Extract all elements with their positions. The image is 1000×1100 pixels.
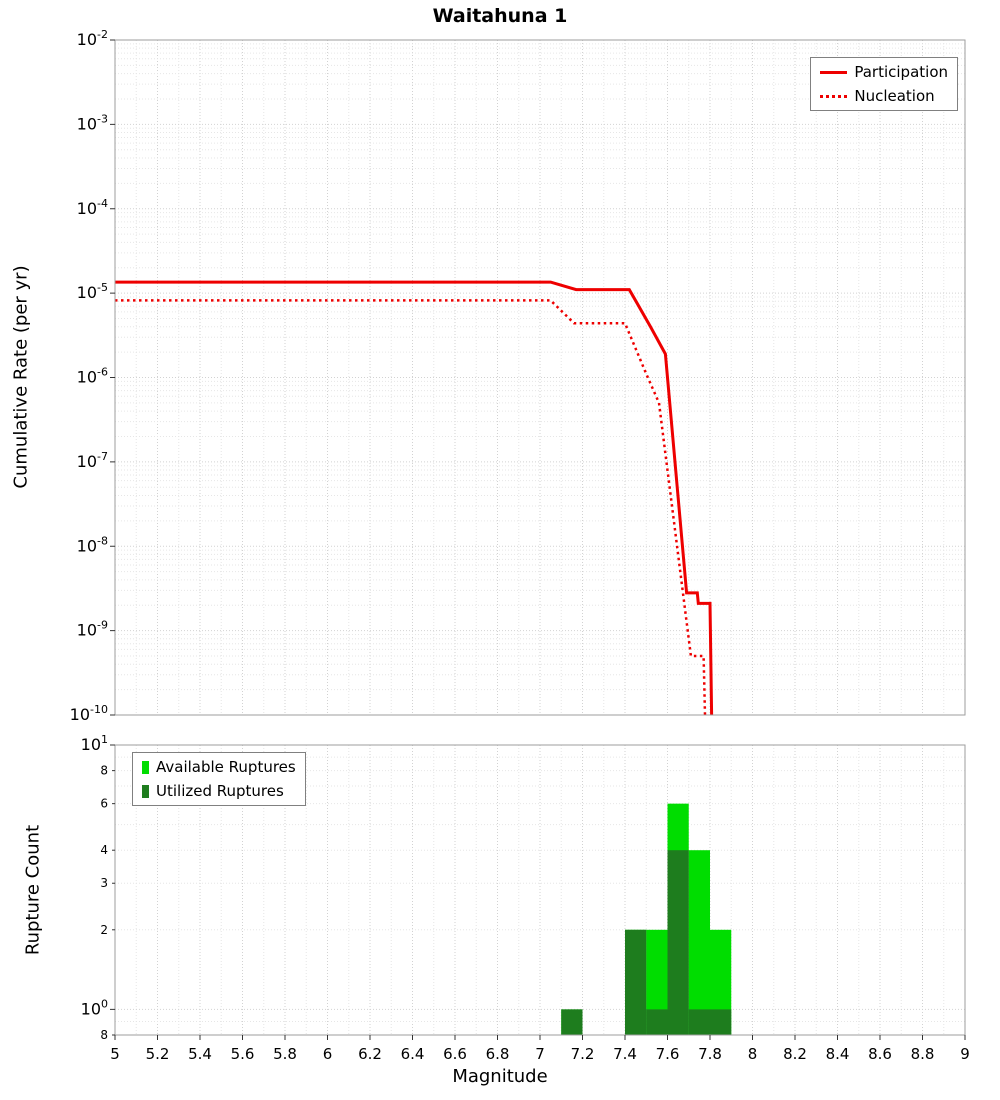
x-tick-label-8.6: 8.6 bbox=[868, 1045, 892, 1063]
participation-line bbox=[115, 280, 714, 715]
x-tick-label-7.6: 7.6 bbox=[656, 1045, 680, 1063]
bottom-y-tick-label-1: 100 bbox=[81, 997, 108, 1018]
legend-item-utilized-ruptures: Utilized Ruptures bbox=[142, 782, 296, 800]
legend-item-nucleation: Nucleation bbox=[820, 87, 948, 105]
x-tick-label-7.4: 7.4 bbox=[613, 1045, 637, 1063]
utilized-bar-7.65 bbox=[667, 850, 689, 1035]
nucleation-line bbox=[115, 299, 707, 715]
legend-item-participation: Participation bbox=[820, 63, 948, 81]
x-tick-label-5.8: 5.8 bbox=[273, 1045, 297, 1063]
bottom-y-axis-label: Rupture Count bbox=[22, 824, 44, 956]
available-bar-7.85 bbox=[710, 929, 732, 1035]
bottom-legend: Available Ruptures Utilized Ruptures bbox=[132, 752, 306, 806]
x-tick-label-6.4: 6.4 bbox=[401, 1045, 425, 1063]
nucleation-legend-label: Nucleation bbox=[854, 87, 935, 105]
bottom-y-tick-label-8: 8 bbox=[100, 764, 108, 778]
utilized-ruptures-legend-label: Utilized Ruptures bbox=[156, 782, 284, 800]
top-y-tick-label-1e-8: 10-8 bbox=[77, 534, 108, 555]
available-ruptures-swatch bbox=[142, 760, 149, 774]
bottom-y-tick-label-10: 101 bbox=[81, 733, 108, 754]
x-tick-label-6.8: 6.8 bbox=[486, 1045, 510, 1063]
x-tick-label-6.6: 6.6 bbox=[443, 1045, 467, 1063]
x-axis-label: Magnitude bbox=[452, 1066, 548, 1087]
utilized-bar-7.15 bbox=[561, 1009, 583, 1035]
rupture-count-bars bbox=[561, 803, 732, 1035]
top-legend: Participation Nucleation bbox=[810, 57, 958, 111]
x-tick-label-6: 6 bbox=[323, 1045, 333, 1063]
participation-line-swatch bbox=[820, 70, 848, 74]
x-tick-label-5.2: 5.2 bbox=[146, 1045, 170, 1063]
x-tick-label-7: 7 bbox=[535, 1045, 545, 1063]
x-tick-label-5.4: 5.4 bbox=[188, 1045, 212, 1063]
legend-item-available-ruptures: Available Ruptures bbox=[142, 758, 296, 776]
top-panel-grid bbox=[114, 39, 966, 716]
utilized-bar-7.55 bbox=[646, 1009, 668, 1035]
bottom-y-tick-label-2: 2 bbox=[100, 923, 108, 937]
available-bar-7.75 bbox=[688, 850, 710, 1035]
x-tick-label-7.2: 7.2 bbox=[571, 1045, 595, 1063]
utilized-ruptures-swatch bbox=[142, 784, 149, 798]
participation-legend-label: Participation bbox=[854, 63, 948, 81]
x-tick-label-8: 8 bbox=[748, 1045, 758, 1063]
top-y-tick-label-1e-10: 10-10 bbox=[70, 703, 108, 724]
top-y-tick-label-1e-7: 10-7 bbox=[77, 450, 108, 471]
nucleation-line-swatch bbox=[820, 94, 848, 98]
x-tick-label-5: 5 bbox=[110, 1045, 120, 1063]
top-y-tick-label-1e-9: 10-9 bbox=[77, 619, 108, 640]
x-tick-label-9: 9 bbox=[960, 1045, 970, 1063]
utilized-ruptures-bars bbox=[561, 850, 732, 1035]
x-tick-label-7.8: 7.8 bbox=[698, 1045, 722, 1063]
x-tick-label-5.6: 5.6 bbox=[231, 1045, 255, 1063]
top-y-axis-ticks: 10-2 10-3 10-4 10-5 10-6 10-7 10-8 10-9 10-10 bbox=[70, 28, 115, 724]
utilized-bar-7.85 bbox=[710, 1009, 732, 1035]
bottom-y-tick-label-4: 4 bbox=[100, 843, 108, 857]
available-bar-7.55 bbox=[646, 929, 668, 1035]
utilized-bar-7.45 bbox=[625, 929, 647, 1035]
bottom-y-axis-ticks: 101 8 6 4 3 2 100 8 bbox=[81, 733, 115, 1042]
x-tick-label-8.8: 8.8 bbox=[911, 1045, 935, 1063]
x-tick-label-6.2: 6.2 bbox=[358, 1045, 382, 1063]
top-y-tick-label-1e-3: 10-3 bbox=[77, 112, 108, 133]
bottom-y-tick-label-3: 3 bbox=[100, 876, 108, 890]
top-y-tick-label-1e-2: 10-2 bbox=[77, 28, 108, 49]
top-y-tick-label-1e-5: 10-5 bbox=[77, 281, 108, 302]
utilized-bar-7.75 bbox=[688, 1009, 710, 1035]
chart-title: Waitahuna 1 bbox=[432, 5, 568, 27]
x-axis-ticks: 5 5.2 5.4 5.6 5.8 6 6.2 6.4 6.6 6.8 7 7.2 7.4 7.6 7.8 8… bbox=[110, 1035, 970, 1063]
bottom-y-tick-label-6: 6 bbox=[100, 797, 108, 811]
top-y-tick-label-1e-6: 10-6 bbox=[77, 366, 108, 387]
x-tick-label-8.2: 8.2 bbox=[783, 1045, 807, 1063]
x-tick-label-8.4: 8.4 bbox=[826, 1045, 850, 1063]
bottom-y-tick-label-0.8: 8 bbox=[100, 1028, 108, 1042]
available-ruptures-legend-label: Available Ruptures bbox=[156, 758, 296, 776]
top-y-tick-label-1e-4: 10-4 bbox=[77, 197, 108, 218]
top-y-axis-label: Cumulative Rate (per yr) bbox=[10, 265, 32, 489]
